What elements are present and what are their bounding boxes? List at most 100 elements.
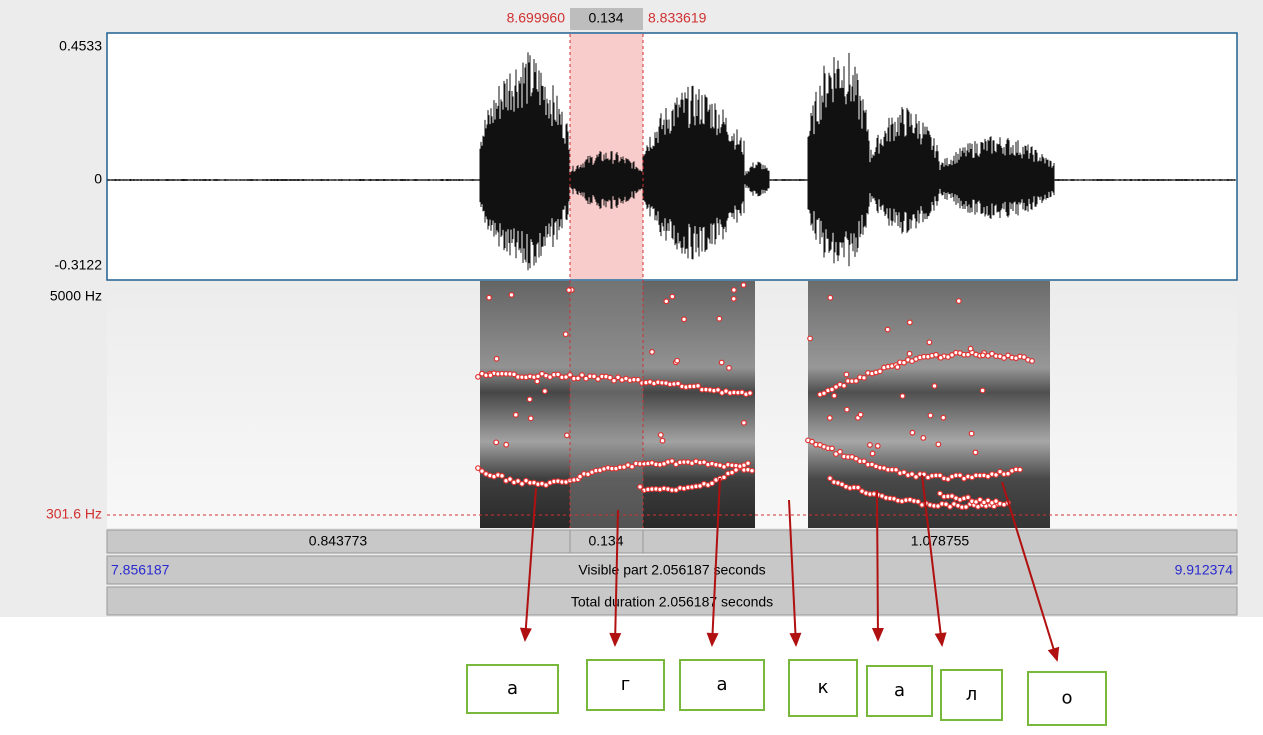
segment-box bbox=[679, 659, 765, 711]
formant-dot bbox=[611, 377, 617, 384]
spec-cursor: 301.6 Hz bbox=[46, 506, 102, 522]
formant-dot bbox=[977, 496, 983, 503]
wave-min: -0.3122 bbox=[55, 257, 103, 273]
formant-dot bbox=[534, 378, 541, 385]
formant-dot bbox=[511, 371, 517, 378]
formant-dot bbox=[899, 393, 906, 400]
formant-dot bbox=[937, 490, 943, 497]
segment-box bbox=[866, 665, 933, 717]
segment-box bbox=[586, 659, 665, 711]
selection-duration: 0.134 bbox=[588, 10, 623, 26]
formant-dot bbox=[963, 504, 969, 510]
arrow-line bbox=[788, 499, 797, 646]
formant-dot bbox=[716, 315, 723, 322]
formant-dot bbox=[615, 374, 621, 381]
formant-dot bbox=[659, 437, 666, 444]
formant-dot bbox=[493, 439, 500, 446]
formant-dot bbox=[997, 468, 1003, 475]
formant-dot bbox=[993, 471, 999, 478]
wave-zero: 0 bbox=[94, 171, 102, 187]
window-start: 7.856187 bbox=[111, 562, 170, 578]
formant-dot bbox=[980, 352, 986, 359]
segment-box bbox=[1027, 671, 1107, 726]
waveform bbox=[107, 52, 1236, 271]
formant-dot bbox=[649, 349, 655, 355]
formant-dot bbox=[809, 438, 815, 445]
formant-dot bbox=[829, 386, 835, 393]
formant-dot bbox=[503, 441, 510, 448]
formant-dot bbox=[555, 371, 561, 378]
formant-dot bbox=[637, 483, 643, 490]
formant-dot bbox=[749, 467, 755, 474]
formant-dot bbox=[507, 476, 513, 483]
formant-dot bbox=[701, 459, 707, 466]
formant-dot bbox=[901, 469, 907, 476]
total-duration: Total duration 2.056187 seconds bbox=[571, 594, 773, 610]
formant-dot bbox=[827, 294, 834, 301]
formant-dot bbox=[512, 411, 519, 418]
formant-dot bbox=[861, 458, 867, 465]
formant-dot bbox=[730, 295, 737, 302]
formant-dot bbox=[931, 383, 938, 389]
segment-label: г bbox=[621, 674, 630, 695]
formant-dot bbox=[475, 465, 481, 472]
formant-dot bbox=[508, 291, 515, 298]
formant-dot bbox=[857, 411, 864, 418]
formant-dot bbox=[562, 331, 569, 338]
arrow-head bbox=[706, 632, 719, 647]
total-bar[interactable] bbox=[106, 586, 1238, 616]
formant-dot bbox=[1001, 355, 1007, 361]
formant-dot bbox=[937, 354, 944, 361]
formant-dot bbox=[839, 481, 845, 488]
formant-dot bbox=[937, 472, 943, 479]
formant-dot bbox=[519, 480, 525, 487]
formant-dot bbox=[993, 498, 999, 505]
formant-dot bbox=[884, 326, 891, 333]
formant-dot bbox=[745, 460, 751, 467]
formant-dot bbox=[741, 419, 747, 426]
formant-dot bbox=[515, 478, 521, 484]
spectrogram-consonant bbox=[570, 281, 643, 528]
formant-dot bbox=[629, 463, 635, 470]
formant-dot bbox=[577, 473, 583, 480]
formant-dot bbox=[909, 429, 916, 436]
formant-dot bbox=[841, 382, 847, 389]
formant-dot bbox=[861, 374, 867, 381]
segment-label: а bbox=[716, 674, 727, 695]
segment-label: к bbox=[818, 677, 829, 698]
bar-right: 1.078755 bbox=[911, 533, 970, 549]
segment-label: а bbox=[507, 678, 518, 699]
formant-dot bbox=[499, 472, 505, 479]
formant-dot bbox=[740, 282, 747, 288]
arrow-head bbox=[789, 632, 802, 647]
formant-dot bbox=[955, 298, 962, 304]
visible-bar[interactable] bbox=[106, 555, 1238, 585]
segment-box bbox=[466, 664, 559, 714]
formant-dot bbox=[726, 365, 732, 371]
formant-dot bbox=[547, 374, 553, 381]
formant-dot bbox=[853, 378, 859, 384]
waveform-trace bbox=[107, 52, 1236, 271]
visible-part: Visible part 2.056187 seconds bbox=[578, 562, 765, 578]
formant-dot bbox=[657, 432, 664, 438]
formant-dot bbox=[915, 498, 921, 505]
formant-dot bbox=[669, 293, 676, 300]
formants bbox=[475, 282, 1035, 511]
formant-dot bbox=[829, 445, 835, 452]
selection-end: 8.833619 bbox=[648, 10, 707, 26]
formant-dot bbox=[526, 396, 533, 403]
formant-dot bbox=[821, 390, 827, 397]
formant-dot bbox=[843, 371, 850, 378]
formant-dot bbox=[979, 387, 986, 394]
segment-box bbox=[940, 669, 1003, 721]
formant-dot bbox=[826, 415, 833, 421]
selection-header bbox=[570, 8, 643, 30]
formant-dot bbox=[927, 412, 934, 419]
segment-label: а bbox=[894, 680, 905, 701]
formant-dot bbox=[1021, 354, 1027, 361]
formant-dot bbox=[1029, 358, 1035, 364]
formant-dot bbox=[985, 497, 991, 504]
segment-box bbox=[788, 659, 858, 717]
